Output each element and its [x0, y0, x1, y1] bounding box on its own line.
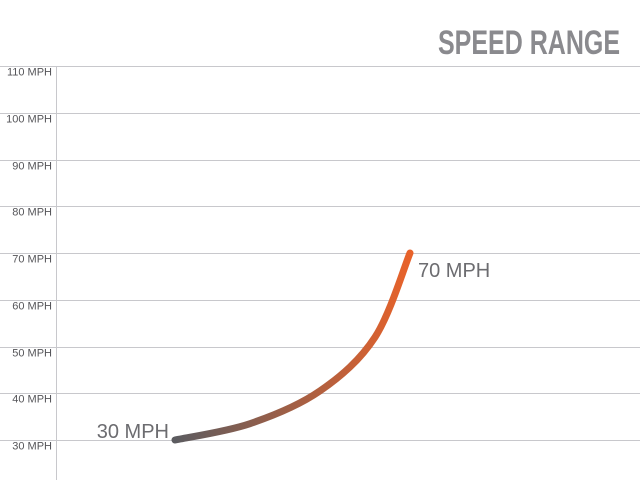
y-tick-label: 80 MPH — [12, 207, 52, 219]
end-speed-label: 70 MPH — [418, 260, 490, 282]
chart-title: SPEED RANGE — [438, 24, 620, 62]
start-speed-label: 30 MPH — [97, 421, 169, 443]
series-group — [171, 249, 414, 444]
speed-range-curve — [171, 249, 414, 444]
y-tick-label: 30 MPH — [12, 441, 52, 453]
y-tick-label: 60 MPH — [12, 301, 52, 313]
y-tick-label: 70 MPH — [12, 254, 52, 266]
y-tick-label: 40 MPH — [12, 394, 52, 406]
y-tick-labels: 30 MPH 40 MPH 50 MPH 60 MPH 70 MPH 80 MPH 90 M… — [6, 67, 52, 453]
grid-lines — [0, 66, 640, 441]
y-tick-label: 50 MPH — [12, 348, 52, 360]
y-tick-label: 100 MPH — [6, 114, 52, 126]
annotations: 30 MPH 70 MPH — [97, 260, 491, 443]
y-tick-label: 90 MPH — [12, 161, 52, 173]
y-tick-label: 110 MPH — [7, 67, 52, 79]
